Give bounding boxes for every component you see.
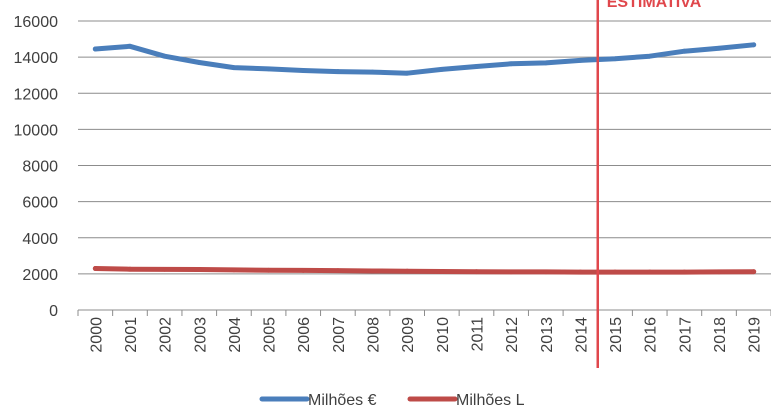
x-tick-label: 2005 xyxy=(262,317,279,353)
data-point xyxy=(404,70,410,76)
x-tick-label: 2007 xyxy=(331,317,348,353)
data-point xyxy=(162,266,168,272)
x-tick-label: 2017 xyxy=(677,317,694,353)
data-point xyxy=(127,266,133,272)
data-point xyxy=(474,64,479,69)
data-point xyxy=(300,68,306,73)
x-tick-label: 2009 xyxy=(400,317,417,353)
data-point xyxy=(404,268,410,274)
data-point xyxy=(231,267,237,273)
x-tick-label: 2012 xyxy=(504,317,521,353)
y-tick-label: 10000 xyxy=(14,122,59,139)
x-tick-label: 2018 xyxy=(712,317,729,353)
y-tick-label: 8000 xyxy=(22,159,58,176)
data-point xyxy=(508,61,514,67)
data-point xyxy=(681,269,687,275)
x-tick-label: 2001 xyxy=(123,317,140,353)
x-tick-label: 2013 xyxy=(539,317,556,353)
data-point xyxy=(439,269,445,274)
x-tick-label: 2010 xyxy=(435,317,452,353)
data-point xyxy=(751,269,757,275)
data-point xyxy=(370,69,375,75)
x-tick-label: 2002 xyxy=(158,317,175,353)
data-point xyxy=(439,67,445,72)
x-tick-label: 2008 xyxy=(366,317,383,353)
data-point xyxy=(162,53,168,59)
x-tick-label: 2003 xyxy=(192,317,209,353)
estimate-annotation: ESTIMATIVA xyxy=(596,0,702,368)
x-tick-label: 2000 xyxy=(88,317,105,353)
data-point xyxy=(196,60,202,65)
data-point xyxy=(647,269,653,275)
data-point xyxy=(335,69,341,74)
data-point xyxy=(612,56,618,62)
series-lines xyxy=(92,42,757,275)
data-point xyxy=(92,46,98,52)
data-point xyxy=(681,48,687,54)
x-axis: 2000 2001 2002 2003 2004 2005 2006 2007 2008 2009… xyxy=(77,310,771,353)
data-point xyxy=(370,268,375,274)
data-point xyxy=(300,268,306,273)
data-point xyxy=(508,269,514,275)
y-tick-label: 16000 xyxy=(14,14,59,31)
y-tick-label: 0 xyxy=(49,303,58,320)
gridlines xyxy=(78,20,771,311)
data-point xyxy=(543,269,549,275)
y-tick-label: 14000 xyxy=(14,50,59,67)
data-point xyxy=(751,42,757,48)
x-tick-label: 2016 xyxy=(643,317,660,353)
data-point xyxy=(127,43,133,49)
data-point xyxy=(612,269,618,275)
x-tick-label: 2014 xyxy=(573,317,590,353)
x-tick-label: 2006 xyxy=(296,317,313,353)
x-tick-label: 2019 xyxy=(747,317,764,353)
y-axis-ticks: 0 2000 4000 6000 8000 10000 12000 14000 16000 xyxy=(14,14,59,320)
data-point xyxy=(266,66,271,72)
data-point xyxy=(543,60,549,66)
y-tick-label: 2000 xyxy=(22,267,58,284)
data-point xyxy=(716,269,722,275)
data-point xyxy=(716,45,722,51)
legend: Milhões € Milhões L xyxy=(259,392,525,406)
data-point xyxy=(92,266,98,271)
y-tick-label: 4000 xyxy=(22,231,58,248)
data-point xyxy=(231,65,237,71)
legend-label: Milhões € xyxy=(308,392,377,406)
x-tick-label: 2011 xyxy=(469,317,486,352)
series-line-milhoes-eur xyxy=(92,42,757,76)
legend-label: Milhões L xyxy=(456,392,525,406)
data-point xyxy=(266,267,271,273)
y-tick-label: 6000 xyxy=(22,195,58,212)
data-point xyxy=(474,269,479,275)
x-tick-label: 2015 xyxy=(608,317,625,353)
data-point xyxy=(196,267,202,272)
y-tick-label: 12000 xyxy=(14,86,59,103)
data-point xyxy=(578,57,583,63)
data-point xyxy=(647,53,653,59)
x-tick-label: 2004 xyxy=(227,317,244,353)
data-point xyxy=(335,268,341,274)
series-line-milhoes-l xyxy=(92,266,757,275)
data-point xyxy=(578,269,583,275)
estimate-label: ESTIMATIVA xyxy=(607,0,702,11)
